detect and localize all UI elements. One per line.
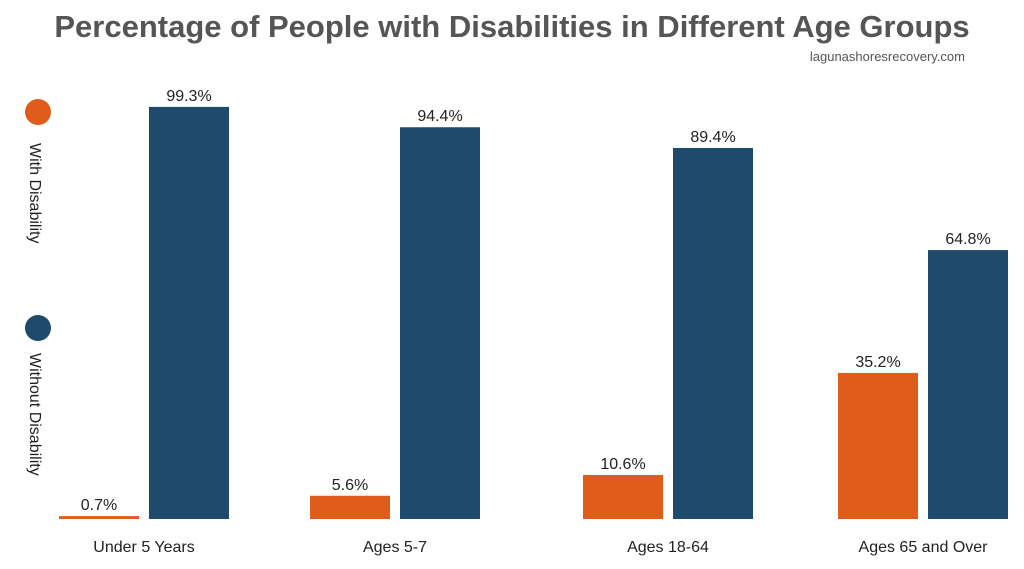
x-tick-ages-5-7: Ages 5-7 xyxy=(363,539,427,556)
value-label-without-disability-ages-65-and-over: 64.8% xyxy=(945,231,990,248)
legend-marker-without-disability xyxy=(25,315,51,341)
value-label-without-disability-under-5-years: 99.3% xyxy=(166,88,211,105)
legend-label-without-disability: Without Disability xyxy=(26,353,43,476)
chart-title: Percentage of People with Disabilities i… xyxy=(54,9,969,44)
value-labels: 0.7% 99.3% 5.6% 94.4% 10.6% 89.4% 35.2% 64.8% xyxy=(81,88,991,514)
x-tick-ages-65-and-over: Ages 65 and Over xyxy=(859,539,989,556)
x-tick-ages-18-64: Ages 18-64 xyxy=(627,539,709,556)
value-label-with-disability-ages-18-64: 10.6% xyxy=(600,456,645,473)
value-label-with-disability-ages-5-7: 5.6% xyxy=(332,477,368,494)
bar-with-disability-under-5-years xyxy=(59,516,139,519)
bar-with-disability-ages-5-7 xyxy=(310,495,390,519)
bar-without-disability-ages-18-64 xyxy=(673,147,753,520)
value-label-with-disability-under-5-years: 0.7% xyxy=(81,497,117,514)
value-label-with-disability-ages-65-and-over: 35.2% xyxy=(855,354,900,371)
bar-without-disability-ages-5-7 xyxy=(400,127,480,520)
bar-without-disability-under-5-years xyxy=(149,106,229,519)
bar-without-disability-ages-65-and-over xyxy=(928,250,1008,519)
x-tick-under-5-years: Under 5 Years xyxy=(93,539,194,556)
bar-with-disability-ages-65-and-over xyxy=(838,372,918,519)
value-label-without-disability-ages-5-7: 94.4% xyxy=(417,108,462,125)
legend: With Disability Without Disability xyxy=(25,99,51,476)
legend-marker-with-disability xyxy=(25,99,51,125)
bar-with-disability-ages-18-64 xyxy=(583,475,663,519)
chart-source: lagunashoresrecovery.com xyxy=(810,49,965,64)
value-label-without-disability-ages-18-64: 89.4% xyxy=(690,129,735,146)
x-axis-ticks: Under 5 Years Ages 5-7 Ages 18-64 Ages 65 a… xyxy=(93,539,988,556)
bars xyxy=(59,106,1008,520)
legend-label-with-disability: With Disability xyxy=(26,143,43,243)
